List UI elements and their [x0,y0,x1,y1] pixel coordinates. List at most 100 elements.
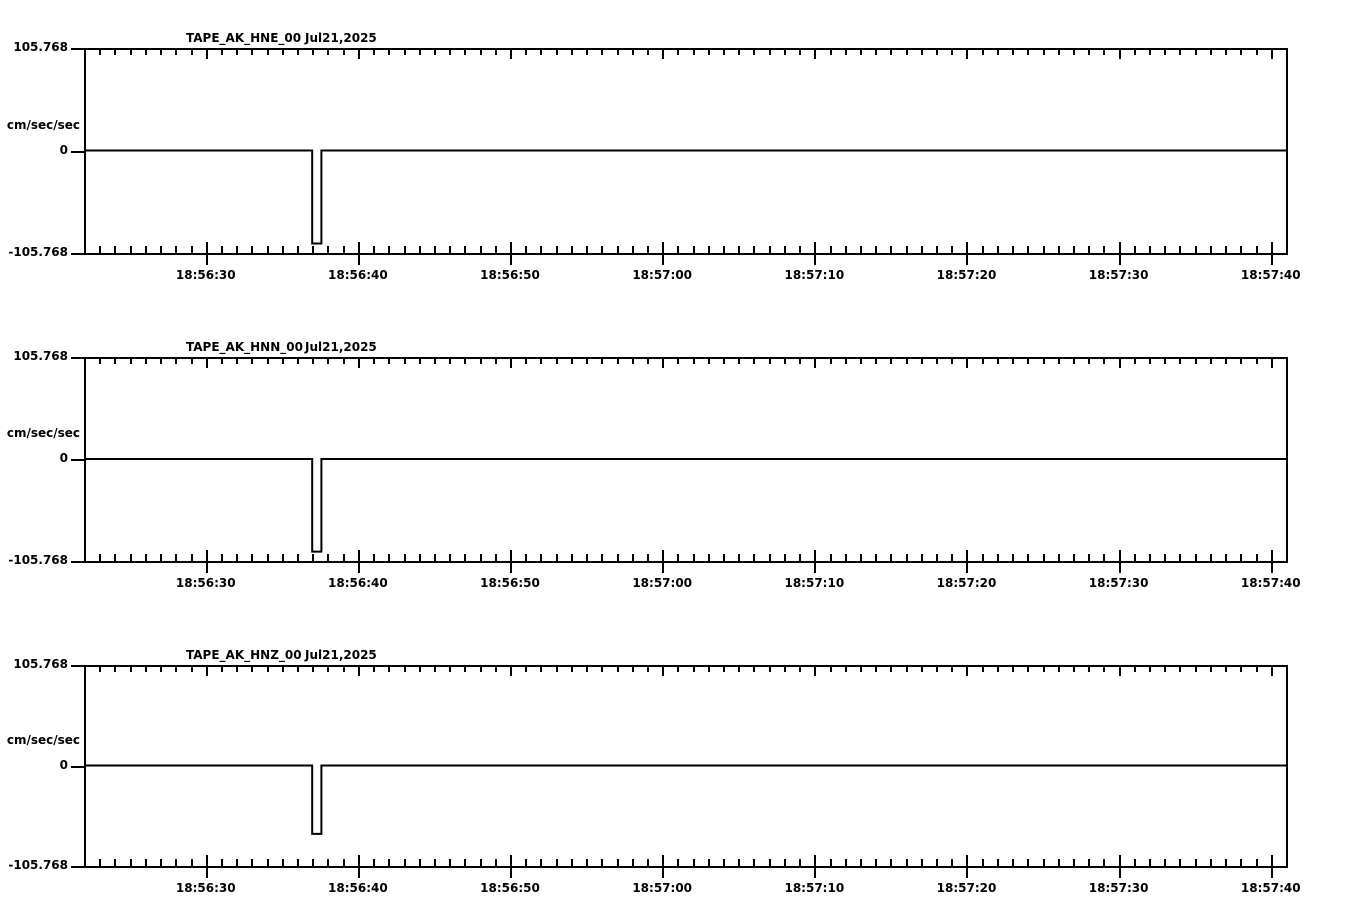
x-minor-tick-top [799,48,801,55]
x-minor-tick-top [282,48,284,55]
x-minor-tick-top [1225,357,1227,364]
x-minor-tick [845,859,847,866]
x-major-tick-outer [510,561,512,573]
x-minor-tick-top [556,665,558,672]
x-minor-tick [830,246,832,253]
x-minor-tick-top [282,357,284,364]
x-minor-tick-top [738,48,740,55]
x-minor-tick-top [753,357,755,364]
x-minor-tick-top [373,357,375,364]
y-tick [71,357,84,359]
x-minor-tick-top [708,665,710,672]
x-major-tick [206,242,208,253]
x-minor-tick-top [845,665,847,672]
x-minor-tick-top [388,48,390,55]
x-minor-tick-top [647,665,649,672]
x-minor-tick [540,554,542,561]
x-minor-tick [1179,246,1181,253]
plot-border-bottom [84,866,1288,868]
x-minor-tick-top [1256,48,1258,55]
x-minor-tick-top [1073,48,1075,55]
y-axis-max-label: 105.768 [13,657,68,671]
x-minor-tick-top [449,357,451,364]
x-major-tick-outer [1119,866,1121,878]
x-minor-tick-top [464,665,466,672]
x-minor-tick [464,246,466,253]
x-minor-tick-top [1073,357,1075,364]
x-minor-tick-top [1134,357,1136,364]
x-minor-tick [1058,246,1060,253]
x-minor-tick-top [419,48,421,55]
x-minor-tick [677,859,679,866]
x-minor-tick [145,859,147,866]
x-minor-tick [327,554,329,561]
panel-title: TAPE_AK_HNE_00 [186,31,302,45]
plot-border-top [84,665,1288,667]
x-minor-tick-top [175,665,177,672]
x-minor-tick-top [738,357,740,364]
x-major-tick-top [510,357,512,368]
x-minor-tick [282,246,284,253]
x-minor-tick-top [951,357,953,364]
x-minor-tick [449,554,451,561]
x-minor-tick-top [114,48,116,55]
x-minor-tick-top [267,665,269,672]
x-major-tick [966,242,968,253]
x-minor-tick-top [936,665,938,672]
x-minor-tick-top [388,357,390,364]
x-minor-tick-top [997,665,999,672]
x-minor-tick [632,554,634,561]
x-minor-tick [373,246,375,253]
x-minor-tick [951,246,953,253]
x-minor-tick [1012,554,1014,561]
x-minor-tick [1210,554,1212,561]
x-minor-tick [1179,554,1181,561]
x-minor-tick-top [297,48,299,55]
x-minor-tick [799,554,801,561]
x-tick-label: 18:57:00 [632,268,693,282]
x-minor-tick [1164,554,1166,561]
x-minor-tick [647,859,649,866]
x-minor-tick [1043,246,1045,253]
x-minor-tick-top [1103,48,1105,55]
x-minor-tick [480,246,482,253]
x-minor-tick-top [1164,48,1166,55]
x-minor-tick [404,554,406,561]
x-minor-tick [84,859,86,866]
x-minor-tick [373,554,375,561]
x-tick-label: 18:57:30 [1088,268,1149,282]
x-tick-label: 18:57:20 [936,268,997,282]
y-tick [71,48,84,50]
x-minor-tick-top [404,357,406,364]
x-major-tick-top [814,48,816,59]
x-minor-tick [404,246,406,253]
x-minor-tick [236,246,238,253]
y-axis-zero-label: 0 [59,757,68,772]
x-minor-tick-top [1012,48,1014,55]
x-minor-tick [860,859,862,866]
panel-date: Jul21,2025 [305,340,377,354]
x-tick-label: 18:57:20 [936,576,997,590]
x-minor-tick-top [251,357,253,364]
y-tick [71,253,84,255]
x-major-tick-outer [1271,561,1273,573]
x-major-tick-top [358,665,360,676]
x-minor-tick-top [556,48,558,55]
x-minor-tick [723,246,725,253]
x-minor-tick [906,859,908,866]
x-major-tick-outer [358,866,360,878]
x-minor-tick-top [1195,48,1197,55]
x-minor-tick [99,554,101,561]
x-minor-tick-top [571,357,573,364]
x-minor-tick-top [145,357,147,364]
x-minor-tick [267,554,269,561]
x-major-tick-outer [206,866,208,878]
x-minor-tick [1027,859,1029,866]
x-minor-tick-top [327,665,329,672]
x-minor-tick [1195,859,1197,866]
x-minor-tick-top [1088,357,1090,364]
x-major-tick-outer [966,866,968,878]
x-minor-tick-top [601,665,603,672]
x-minor-tick [875,246,877,253]
